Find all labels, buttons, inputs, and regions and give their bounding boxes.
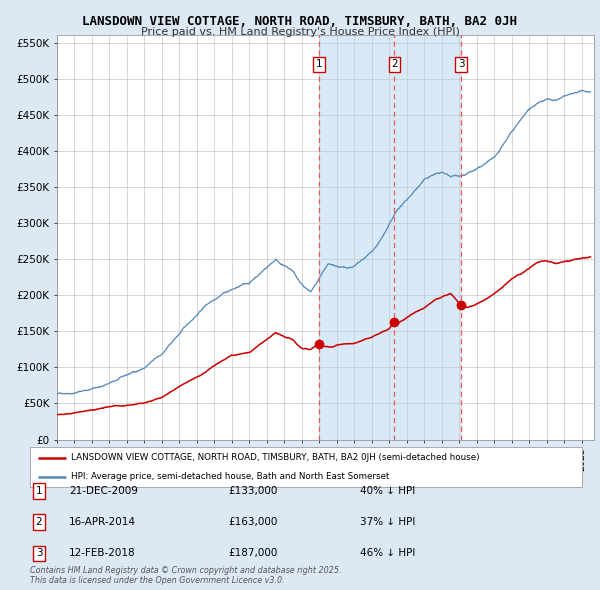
Text: LANSDOWN VIEW COTTAGE, NORTH ROAD, TIMSBURY, BATH, BA2 0JH: LANSDOWN VIEW COTTAGE, NORTH ROAD, TIMSB… xyxy=(83,15,517,28)
Text: HPI: Average price, semi-detached house, Bath and North East Somerset: HPI: Average price, semi-detached house,… xyxy=(71,472,390,481)
Text: 2: 2 xyxy=(35,517,43,527)
Text: Contains HM Land Registry data © Crown copyright and database right 2025.
This d: Contains HM Land Registry data © Crown c… xyxy=(30,566,341,585)
Text: 40% ↓ HPI: 40% ↓ HPI xyxy=(360,486,415,496)
Text: £163,000: £163,000 xyxy=(228,517,277,527)
Text: 3: 3 xyxy=(458,59,465,69)
Text: LANSDOWN VIEW COTTAGE, NORTH ROAD, TIMSBURY, BATH, BA2 0JH (semi-detached house): LANSDOWN VIEW COTTAGE, NORTH ROAD, TIMSB… xyxy=(71,453,480,463)
Bar xyxy=(319,35,461,440)
Text: £187,000: £187,000 xyxy=(228,549,277,558)
Text: 12-FEB-2018: 12-FEB-2018 xyxy=(69,549,136,558)
Text: 16-APR-2014: 16-APR-2014 xyxy=(69,517,136,527)
Text: 3: 3 xyxy=(35,549,43,558)
Text: 21-DEC-2009: 21-DEC-2009 xyxy=(69,486,138,496)
Text: 1: 1 xyxy=(35,486,43,496)
Text: Price paid vs. HM Land Registry's House Price Index (HPI): Price paid vs. HM Land Registry's House … xyxy=(140,27,460,37)
Text: 46% ↓ HPI: 46% ↓ HPI xyxy=(360,549,415,558)
Text: £133,000: £133,000 xyxy=(228,486,277,496)
Text: 1: 1 xyxy=(316,59,322,69)
Text: 37% ↓ HPI: 37% ↓ HPI xyxy=(360,517,415,527)
Text: 2: 2 xyxy=(391,59,398,69)
